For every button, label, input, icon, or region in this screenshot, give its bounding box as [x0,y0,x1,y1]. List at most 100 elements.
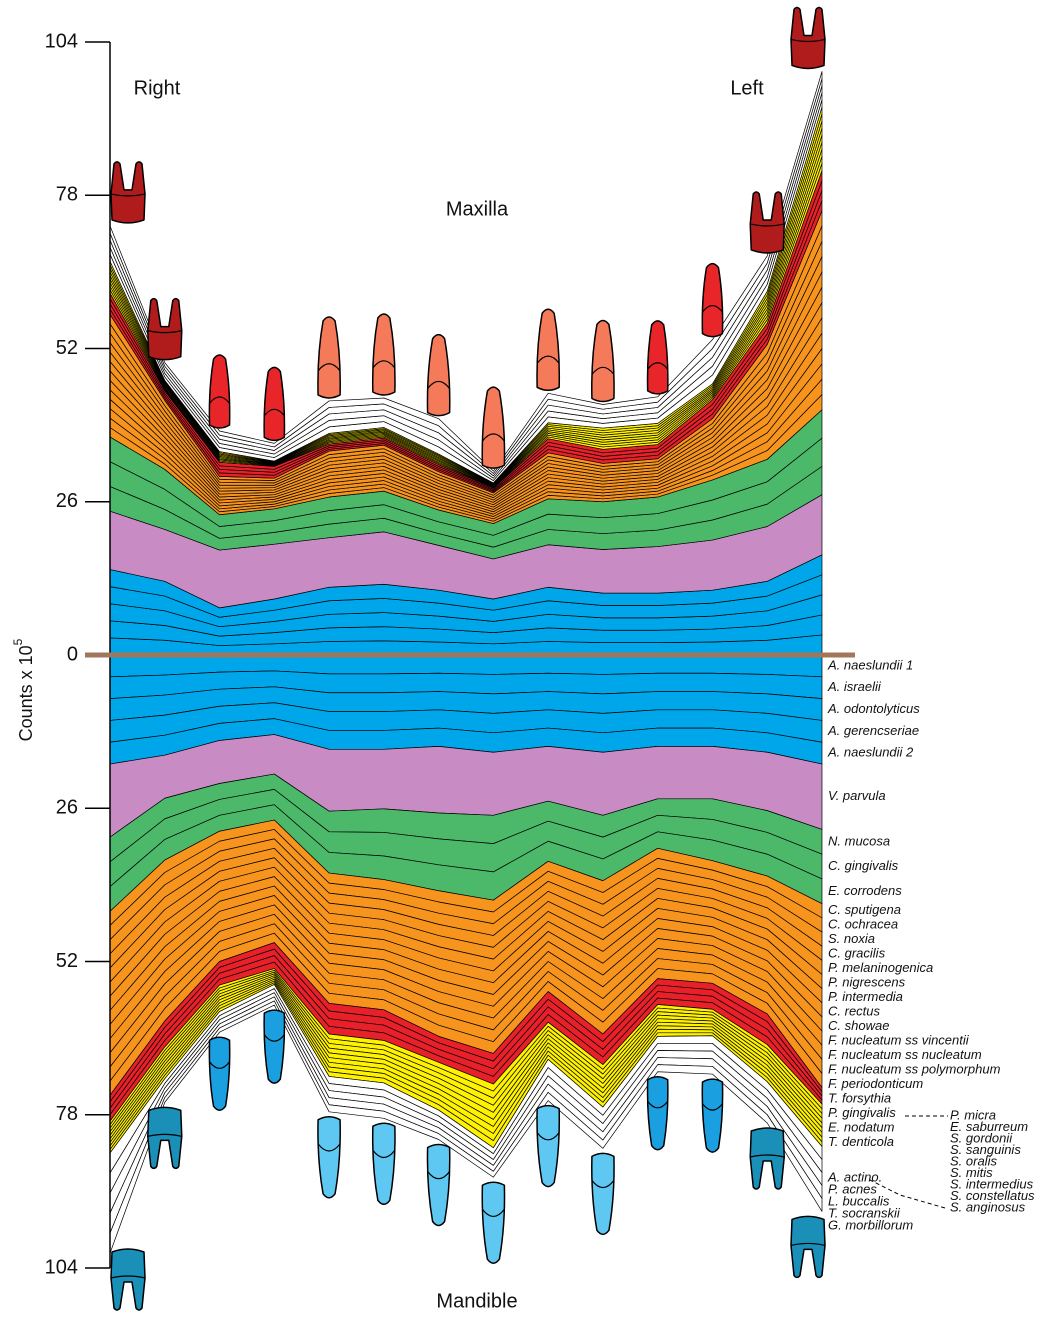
legend-label: A. naeslundii 2 [827,745,914,760]
legend-label: C. showae [828,1018,889,1033]
tooth-body [702,264,722,337]
tooth-icon [264,367,284,440]
legend-label: C. gracilis [828,946,886,961]
page: Right Left Maxilla Mandible Counts x 105… [0,0,1050,1319]
tooth-icon [750,192,784,253]
tooth-icon [537,1106,559,1187]
tooth-body [791,7,825,68]
tooth-body [318,1117,340,1198]
tooth-icon [148,1107,182,1168]
tooth-icon [427,1145,449,1226]
y-tick-label: 26 [56,490,78,512]
tooth-body [427,1145,449,1226]
tooth-body [148,299,182,360]
upper-label: Maxilla [446,198,509,220]
tooth-body [537,1106,559,1187]
chart: Right Left Maxilla Mandible Counts x 105… [0,0,1050,1319]
tooth-icon [318,317,340,398]
tooth-body [373,314,395,395]
y-tick-label: 52 [56,950,78,972]
tooth-body [791,1216,825,1277]
legend-label: C. rectus [828,1004,881,1019]
tooth-icon [482,387,504,468]
legend-label: F. nucleatum ss polymorphum [828,1062,1001,1077]
y-label-exponent: 5 [11,638,25,645]
left-label: Left [730,77,764,99]
legend-label: A. israelii [827,679,882,694]
legend-label: P. melaninogenica [828,960,933,975]
tooth-icon [702,264,722,337]
y-label-text: Counts x 10 [16,645,36,741]
tooth-icon [791,1216,825,1277]
tooth-body [482,1182,504,1263]
tooth-icon [427,335,449,416]
tooth-body [750,192,784,253]
legend-label: C. sputigena [828,902,901,917]
y-tick-label: 26 [56,797,78,819]
tooth-body [537,309,559,390]
legend-label: F. periodonticum [828,1076,923,1091]
tooth-icon [209,355,229,428]
tooth-icon [648,321,668,394]
tooth-body [702,1079,722,1152]
legend-label: A. odontolyticus [827,701,920,716]
tooth-body [264,1010,284,1083]
legend-label: P. intermedia [828,989,903,1004]
y-axis-label: Counts x 105 [11,638,36,741]
legend-label: N. mucosa [828,833,890,848]
tooth-body [111,1249,145,1310]
tooth-body [592,320,614,401]
tooth-body [482,387,504,468]
tooth-body [592,1153,614,1234]
legend-label: T. denticola [828,1134,894,1149]
legend-label: A. gerencseriae [827,723,919,738]
tooth-icon [537,309,559,390]
legend-label: G. morbillorum [828,1217,913,1232]
y-tick-label: 78 [56,1103,78,1125]
legend-label: V. parvula [828,788,886,803]
tooth-icon [482,1182,504,1263]
tooth-body [648,1077,668,1150]
y-tick-label: 104 [45,30,78,52]
tooth-icon [592,320,614,401]
legend-label: P. nigrescens [828,975,906,990]
legend-label: S. noxia [828,931,875,946]
tooth-icon [750,1128,784,1189]
tooth-icon [318,1117,340,1198]
y-tick-label: 0 [67,643,78,665]
tooth-body [209,355,229,428]
legend-label: F. nucleatum ss vincentii [828,1033,970,1048]
tooth-icon [648,1077,668,1150]
legend-label: C. gingivalis [828,858,899,873]
tooth-icon [373,314,395,395]
tooth-body [750,1128,784,1189]
legend-label: C. ochracea [828,917,898,932]
tooth-icon [702,1079,722,1152]
tooth-icon [791,7,825,68]
tooth-body [648,321,668,394]
legend-label: S. anginosus [950,1199,1026,1214]
legend-label: E. corrodens [828,883,902,898]
tooth-body [264,367,284,440]
tooth-icon [148,299,182,360]
tooth-icon [592,1153,614,1234]
tooth-body [209,1037,229,1110]
tooth-body [111,162,145,223]
right-label: Right [134,77,181,99]
tooth-body [148,1107,182,1168]
y-tick-label: 78 [56,184,78,206]
legend-label: F. nucleatum ss nucleatum [828,1047,982,1062]
tooth-body [427,335,449,416]
tooth-icon [209,1037,229,1110]
legend-label: T. forsythia [828,1091,891,1106]
legend-label: E. nodatum [828,1120,895,1135]
tooth-icon [264,1010,284,1083]
tooth-icon [111,162,145,223]
y-tick-label: 104 [45,1256,78,1278]
lower-label: Mandible [436,1290,517,1312]
legend-label: P. gingivalis [828,1105,896,1120]
y-tick-label: 52 [56,337,78,359]
tooth-body [373,1123,395,1204]
legend-label: A. naeslundii 1 [827,657,913,672]
tooth-icon [111,1249,145,1310]
